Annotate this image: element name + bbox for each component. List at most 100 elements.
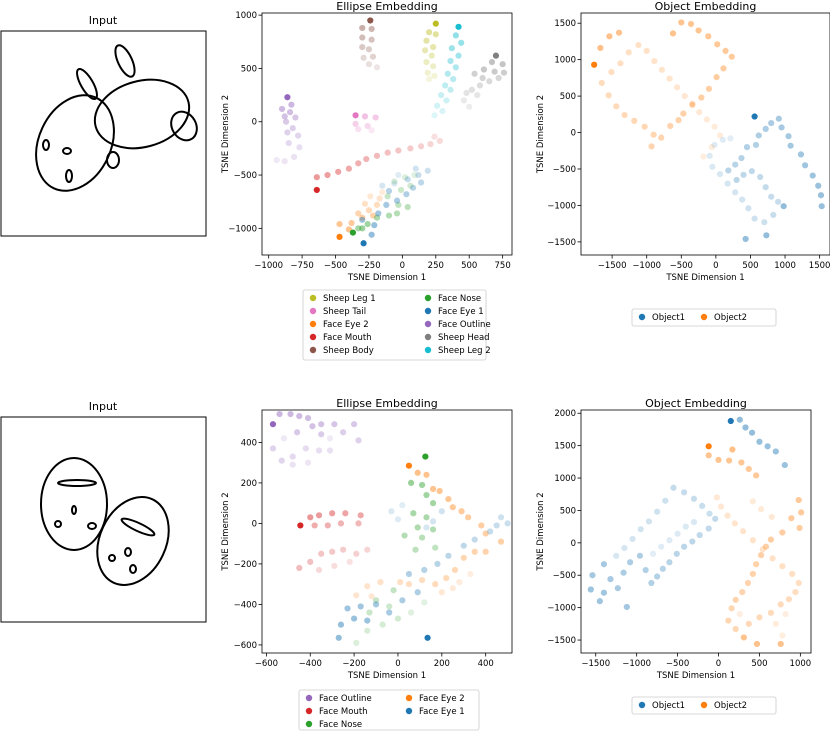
scatter-point	[631, 117, 638, 124]
y-axis-label: TSNE Dimension 2	[221, 95, 231, 174]
scatter-point	[289, 461, 296, 468]
x-tick-label: 0	[713, 261, 718, 271]
scatter-points	[269, 410, 511, 646]
scatter-point	[753, 640, 761, 648]
scatter-point	[423, 471, 430, 478]
scatter-point	[795, 496, 802, 504]
scatter-point	[357, 512, 364, 519]
scatter-point	[681, 489, 688, 496]
scatter-point	[767, 609, 774, 616]
y-tick-label: 0	[252, 118, 257, 128]
scatter-point	[742, 235, 749, 243]
scatter-point	[363, 155, 370, 163]
scatter-point	[651, 58, 658, 65]
scatter-point	[745, 205, 752, 212]
scatter-point	[452, 32, 459, 39]
x-tick-label: 0	[395, 659, 400, 669]
x-tick-label: 500	[751, 659, 767, 669]
y-axis-label: TSNE Dimension 2	[221, 492, 231, 571]
scatter-point	[296, 564, 303, 572]
scatter-point	[452, 64, 459, 71]
scatter-point	[596, 598, 603, 605]
face-mouth-ellipse-left	[57, 479, 97, 487]
scatter-point	[359, 34, 366, 41]
scatter-point	[621, 111, 628, 119]
legend-label: Face Mouth	[323, 333, 372, 343]
scatter-point	[355, 210, 362, 217]
scatter-point	[818, 203, 825, 210]
scatter-point	[326, 447, 334, 454]
scatter-point	[789, 570, 796, 578]
scatter-point	[700, 153, 707, 160]
scatter-point	[345, 165, 352, 172]
scatter-point	[423, 37, 430, 44]
scatter-point	[756, 614, 763, 621]
scatter-point	[468, 86, 475, 93]
scatter-point	[360, 240, 367, 247]
scatter-point	[412, 546, 419, 553]
scatter-point	[617, 60, 624, 67]
input-panel-bottom: Input	[0, 400, 207, 623]
scatter-point	[779, 529, 786, 536]
scatter-point	[359, 214, 366, 221]
scatter-point	[755, 132, 762, 139]
y-tick-label: 1500	[554, 442, 576, 452]
face-eye-ellipse-left	[54, 520, 62, 528]
scatter-point	[587, 586, 594, 593]
scatter-point	[429, 500, 437, 507]
scatter-point	[331, 562, 338, 570]
scatter-point	[460, 542, 467, 549]
scatter-point	[629, 535, 636, 543]
scatter-point	[287, 410, 294, 418]
legend-marker	[309, 346, 317, 354]
scatter-point	[497, 514, 505, 521]
scatter-point	[418, 481, 426, 489]
sheep-leg-ellipse-2	[114, 44, 136, 78]
scatter-point	[613, 103, 620, 110]
scatter-point	[724, 512, 731, 519]
scatter-point	[373, 152, 381, 159]
y-axis-label: TSNE Dimension 2	[536, 95, 546, 174]
y-tick-label: −500	[553, 571, 576, 581]
scatter-point	[613, 552, 620, 559]
y-tick-label: −1000	[547, 604, 576, 614]
scatter-point	[713, 494, 720, 501]
scatter-point	[689, 101, 696, 108]
y-tick-label: −500	[553, 165, 576, 175]
legend-label: Face Eye 2	[323, 320, 369, 330]
scatter-point	[635, 41, 642, 49]
scatter-point	[281, 113, 288, 120]
scatter-point	[486, 528, 494, 535]
scatter-point	[731, 520, 738, 527]
scatter-point	[493, 522, 500, 529]
scatter-point	[364, 546, 371, 553]
x-tick-label: 200	[434, 659, 450, 669]
legend-label: Object1	[652, 313, 685, 323]
scatter-point	[355, 160, 362, 167]
legend-label: Face Eye 2	[419, 694, 465, 704]
scatter-point	[782, 611, 789, 618]
scatter-point	[658, 134, 665, 141]
scatter-point	[716, 170, 724, 178]
scatter-point	[447, 57, 454, 65]
scatter-point	[292, 114, 299, 121]
x-tick-label: 750	[495, 261, 511, 271]
scatter-point	[355, 437, 362, 444]
plot-title: Ellipse Embedding	[336, 0, 438, 13]
legend-label: Face Eye 1	[438, 307, 484, 317]
y-tick-label: 0	[252, 519, 257, 529]
scatter-point	[607, 576, 614, 583]
legend-marker	[405, 707, 413, 715]
scatter-point	[428, 52, 435, 59]
scatter-point	[650, 131, 657, 138]
scatter-point	[438, 589, 445, 596]
scatter-point	[289, 453, 296, 460]
scatter-point	[348, 219, 355, 227]
scatter-point	[393, 210, 401, 217]
face-eye-ellipse	[42, 139, 50, 151]
scatter-point	[329, 510, 336, 517]
scatter-point	[705, 85, 713, 92]
scatter-point	[780, 203, 787, 210]
scatter-point	[373, 214, 381, 221]
scatter-point	[364, 583, 371, 590]
